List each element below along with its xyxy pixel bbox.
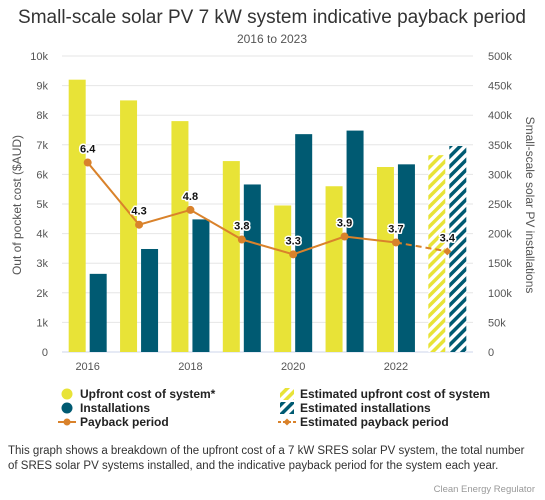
y-right-tick-label: 400k — [488, 110, 512, 122]
payback-point — [391, 238, 400, 247]
payback-data-label: 4.8 — [183, 191, 198, 203]
legend-estimated-installations: Estimated installations — [280, 401, 431, 415]
bar-estimated-installations — [449, 145, 467, 352]
legend-marker — [280, 402, 294, 414]
payback-point — [289, 250, 298, 259]
x-tick-label: 2022 — [384, 361, 408, 373]
y-right-tick-label: 100k — [488, 288, 512, 300]
payback-point — [83, 158, 92, 167]
x-tick-label: 2018 — [178, 361, 202, 373]
axes: 0 0 1k 50k 2k 100k 3k 150k 4k 200k 5k 250k 6k 300k 7k 3… — [30, 51, 512, 373]
y-right-tick-label: 150k — [488, 258, 512, 270]
legend-label: Upfront cost of system* — [80, 387, 216, 401]
chart: Small-scale solar PV 7 kW system indicat… — [10, 7, 537, 429]
y-left-tick-label: 1k — [36, 317, 48, 329]
estimated-payback-point — [443, 247, 452, 256]
y-right-tick-label: 200k — [488, 229, 512, 241]
payback-data-label: 4.3 — [131, 206, 146, 218]
y-left-tick-label: 4k — [36, 229, 48, 241]
bar-installations — [295, 134, 313, 352]
bars — [68, 79, 467, 353]
legend-marker — [61, 388, 73, 400]
y-right-tick-label: 0 — [488, 347, 494, 359]
y-right-tick-label: 250k — [488, 199, 512, 211]
legend-label: Estimated payback period — [300, 415, 449, 429]
legend-marker — [63, 418, 71, 426]
bar-estimated-upfront-cost — [428, 155, 446, 352]
estimated-payback-data-label: 3.4 — [440, 232, 456, 244]
data-labels: 6.4 4.3 4.8 3.8 3.3 3.9 3.7 3.4 — [79, 142, 458, 249]
y-right-tick-label: 350k — [488, 140, 512, 152]
y-right-tick-label: 450k — [488, 81, 512, 93]
y-right-tick-label: 50k — [488, 317, 506, 329]
legend-upfront-cost: Upfront cost of system* — [61, 387, 216, 401]
bar-upfront-cost — [222, 161, 240, 352]
legend-label: Installations — [80, 401, 150, 415]
payback-point — [340, 232, 349, 241]
bar-installations — [243, 184, 261, 352]
payback-data-label: 3.3 — [286, 235, 301, 247]
legend: Upfront cost of system* Estimated upfront… — [58, 387, 490, 429]
y-left-tick-label: 7k — [36, 140, 48, 152]
y-left-tick-label: 9k — [36, 81, 48, 93]
bar-installations — [89, 273, 107, 352]
payback-point — [186, 205, 195, 214]
x-tick-label: 2016 — [75, 361, 99, 373]
legend-label: Estimated upfront cost of system — [300, 387, 490, 401]
bar-installations — [141, 248, 159, 352]
y-left-tick-label: 2k — [36, 288, 48, 300]
legend-marker — [61, 402, 73, 414]
bar-installations — [192, 219, 210, 352]
bar-upfront-cost — [325, 186, 343, 352]
y-left-tick-label: 5k — [36, 199, 48, 211]
bar-upfront-cost — [376, 167, 394, 352]
bar-upfront-cost — [274, 205, 292, 352]
payback-point — [135, 220, 144, 229]
y-left-axis-title: Out of pocket cost ($AUD) — [10, 135, 24, 275]
bar-upfront-cost — [120, 100, 138, 353]
payback-point — [237, 235, 246, 244]
legend-payback-period: Payback period — [58, 415, 169, 429]
y-left-tick-label: 10k — [30, 51, 48, 63]
chart-title: Small-scale solar PV 7 kW system indicat… — [18, 7, 526, 28]
bar-upfront-cost — [171, 121, 189, 353]
y-left-tick-label: 6k — [36, 169, 48, 181]
y-right-tick-label: 300k — [488, 169, 512, 181]
payback-data-label: 3.8 — [234, 221, 249, 233]
legend-label: Estimated installations — [300, 401, 431, 415]
bar-installations — [346, 130, 364, 352]
y-right-tick-label: 500k — [488, 51, 512, 63]
payback-lines — [83, 158, 452, 259]
y-left-tick-label: 8k — [36, 110, 48, 122]
chart-caption: This graph shows a breakdown of the upfr… — [8, 445, 525, 472]
bar-upfront-cost — [68, 79, 86, 353]
payback-data-label: 3.9 — [337, 218, 352, 230]
y-left-tick-label: 0 — [42, 347, 48, 359]
legend-marker — [280, 388, 294, 400]
y-right-axis-title: Small-scale solar PV installations — [523, 117, 537, 294]
x-tick-label: 2020 — [281, 361, 305, 373]
legend-marker — [283, 418, 291, 426]
payback-data-label: 6.4 — [80, 144, 96, 156]
legend-estimated-upfront-cost: Estimated upfront cost of system — [280, 387, 490, 401]
legend-installations: Installations — [61, 401, 150, 415]
source-credit: Clean Energy Regulator — [433, 484, 535, 495]
chart-subtitle: 2016 to 2023 — [237, 32, 307, 46]
legend-label: Payback period — [80, 415, 169, 429]
line-estimated-payback-period — [395, 241, 448, 253]
bar-installations — [397, 164, 415, 352]
payback-data-label: 3.7 — [388, 223, 403, 235]
y-left-tick-label: 3k — [36, 258, 48, 270]
legend-estimated-payback-period: Estimated payback period — [278, 415, 449, 429]
